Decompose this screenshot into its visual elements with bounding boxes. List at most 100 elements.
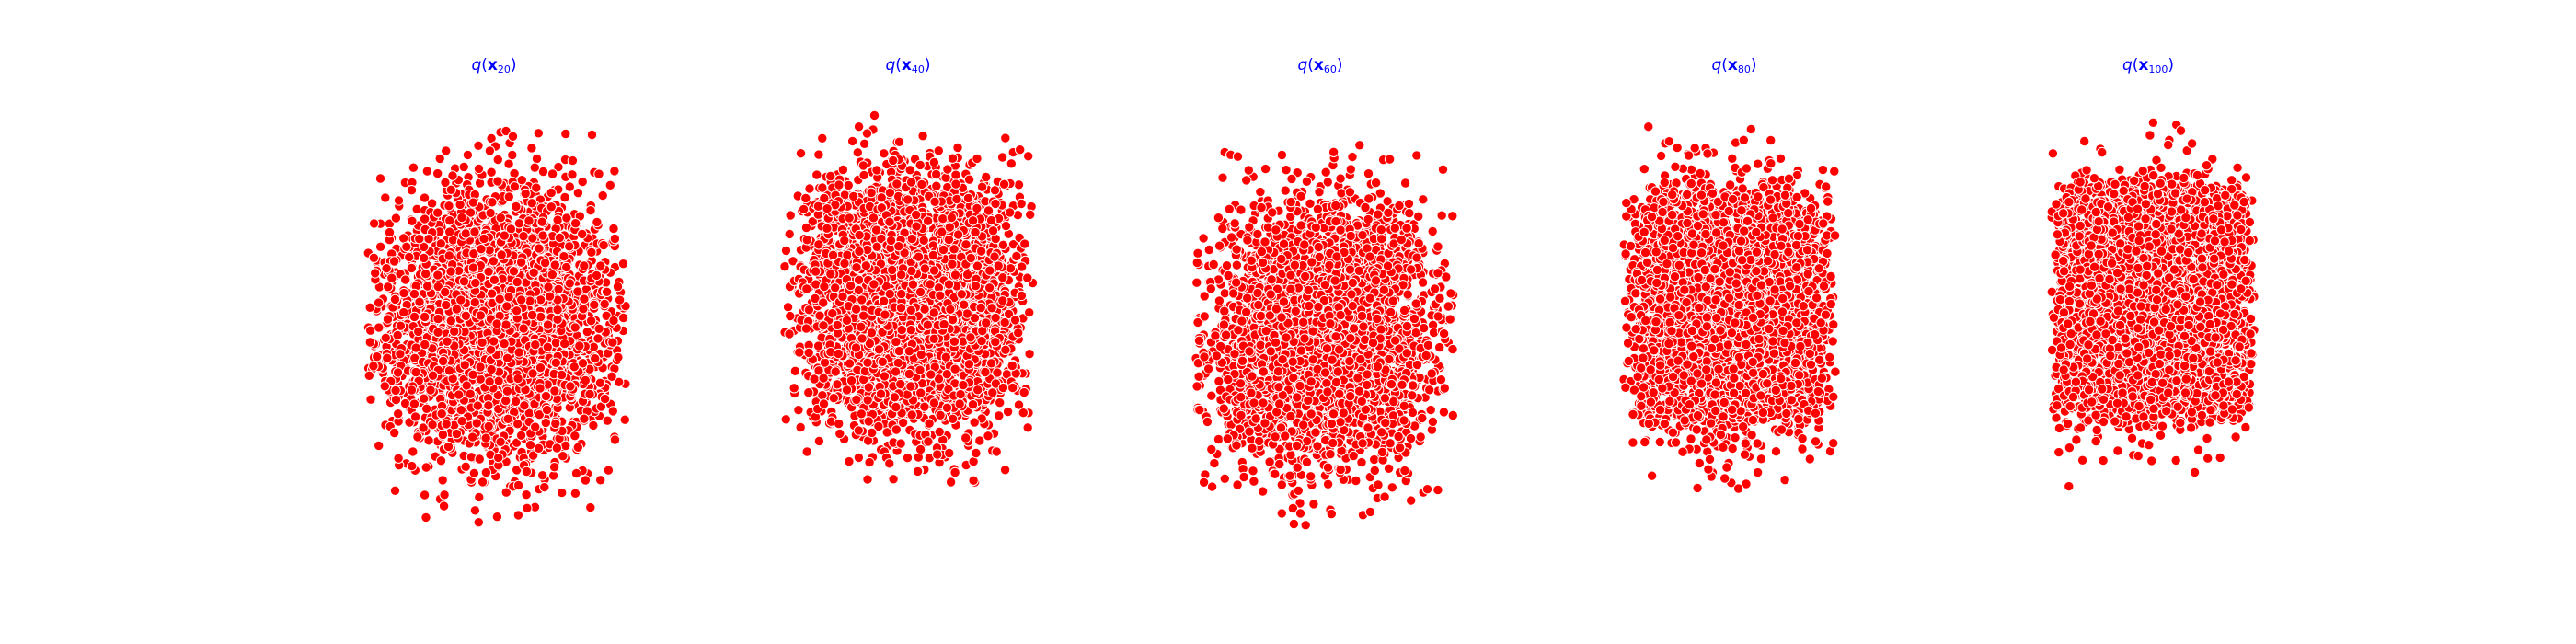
scatter-point (780, 245, 792, 257)
scatter-point (585, 501, 596, 513)
scatter-point (579, 413, 590, 424)
scatter-point (606, 371, 617, 382)
scatter-point (459, 360, 470, 371)
scatter-point (537, 470, 548, 481)
scatter-point (559, 191, 570, 203)
scatter-point (443, 250, 454, 261)
scatter-point (564, 181, 575, 192)
scatter-point (994, 410, 1005, 421)
scatter-point (601, 286, 613, 297)
scatter-point (577, 228, 588, 240)
scatter-point (374, 322, 385, 333)
scatter-point (511, 305, 523, 316)
scatter-point (499, 230, 510, 241)
scatter-point (406, 385, 418, 396)
scatter-point (432, 313, 443, 325)
scatter-point (512, 510, 524, 521)
scatter-point (512, 479, 524, 491)
scatter-point (549, 259, 560, 270)
scatter-point (393, 408, 404, 420)
scatter-point (456, 416, 467, 427)
scatter-point (473, 163, 485, 175)
scatter-point (556, 369, 568, 381)
scatter-point (443, 201, 454, 212)
scatter-point (370, 268, 381, 279)
scatter-point (522, 502, 533, 513)
scatter-point (609, 233, 621, 245)
scatter-point (483, 400, 494, 411)
scatter-point (512, 373, 523, 385)
scatter-point (561, 213, 572, 224)
scatter-point (389, 485, 401, 496)
scatter-point (577, 176, 588, 188)
scatter-point (423, 234, 434, 245)
scatter-point (599, 393, 611, 405)
scatter-point (572, 442, 583, 453)
scatter-point (500, 396, 512, 407)
scatter-point (389, 427, 400, 439)
scatter-point (427, 420, 438, 431)
scatter-points-q-x20 (362, 125, 631, 528)
scatter-point (509, 181, 521, 192)
scatter-point (454, 199, 466, 211)
scatter-point (512, 465, 523, 476)
scatter-point (502, 413, 513, 424)
scatter-point (612, 281, 624, 293)
scatter-point (382, 352, 393, 363)
scatter-point (565, 381, 576, 392)
scatter-point (508, 266, 520, 277)
scatter-point (407, 460, 418, 472)
scatter-point (467, 369, 478, 380)
scatter-point (559, 338, 570, 350)
scatter-point (440, 286, 451, 298)
scatter-point (483, 266, 494, 277)
scatter-point (485, 207, 496, 219)
scatter-point (451, 304, 463, 315)
scatter-point (470, 277, 481, 289)
scatter-point (467, 197, 479, 208)
scatter-point (813, 435, 825, 447)
scatter-point (491, 512, 503, 523)
scatter-point (384, 226, 396, 238)
scatter-point (421, 166, 433, 177)
scatter-point (817, 132, 828, 144)
scatter-point (541, 404, 553, 416)
scatter-point (495, 213, 506, 224)
scatter-point (494, 293, 505, 305)
scatter-point (852, 147, 863, 158)
scatter-point (591, 270, 603, 282)
scatter-point (484, 376, 495, 387)
scatter-point (476, 244, 487, 255)
scatter-point (619, 414, 630, 425)
scatter-point (374, 440, 385, 452)
scatter-point (603, 465, 615, 476)
scatter-point (584, 388, 595, 400)
scatter-point (579, 260, 590, 271)
scatter-point (974, 435, 985, 446)
scatter-point (551, 443, 563, 454)
scatter-point (560, 128, 571, 140)
scatter-point (550, 418, 561, 430)
scatter-point (550, 357, 561, 368)
scatter-point (564, 278, 575, 289)
scatter-point (589, 299, 600, 310)
scatter-point (570, 467, 582, 479)
scatter-point (488, 336, 500, 347)
scatter-point (531, 182, 542, 193)
scatter-point (372, 351, 383, 362)
scatter-point (432, 327, 443, 338)
scatter-point (552, 314, 563, 325)
scatter-point (473, 140, 484, 152)
scatter-point (526, 198, 537, 209)
scatter-point (486, 167, 497, 178)
scatter-point (444, 226, 455, 237)
scatter-point (486, 363, 497, 375)
scatter-point (467, 431, 478, 443)
scatter-point (1005, 263, 1017, 274)
scatter-point (586, 129, 598, 141)
scatter-point (552, 214, 563, 225)
scatter-point (389, 293, 401, 305)
scatter-point (363, 370, 374, 381)
scatter-point (528, 267, 539, 278)
